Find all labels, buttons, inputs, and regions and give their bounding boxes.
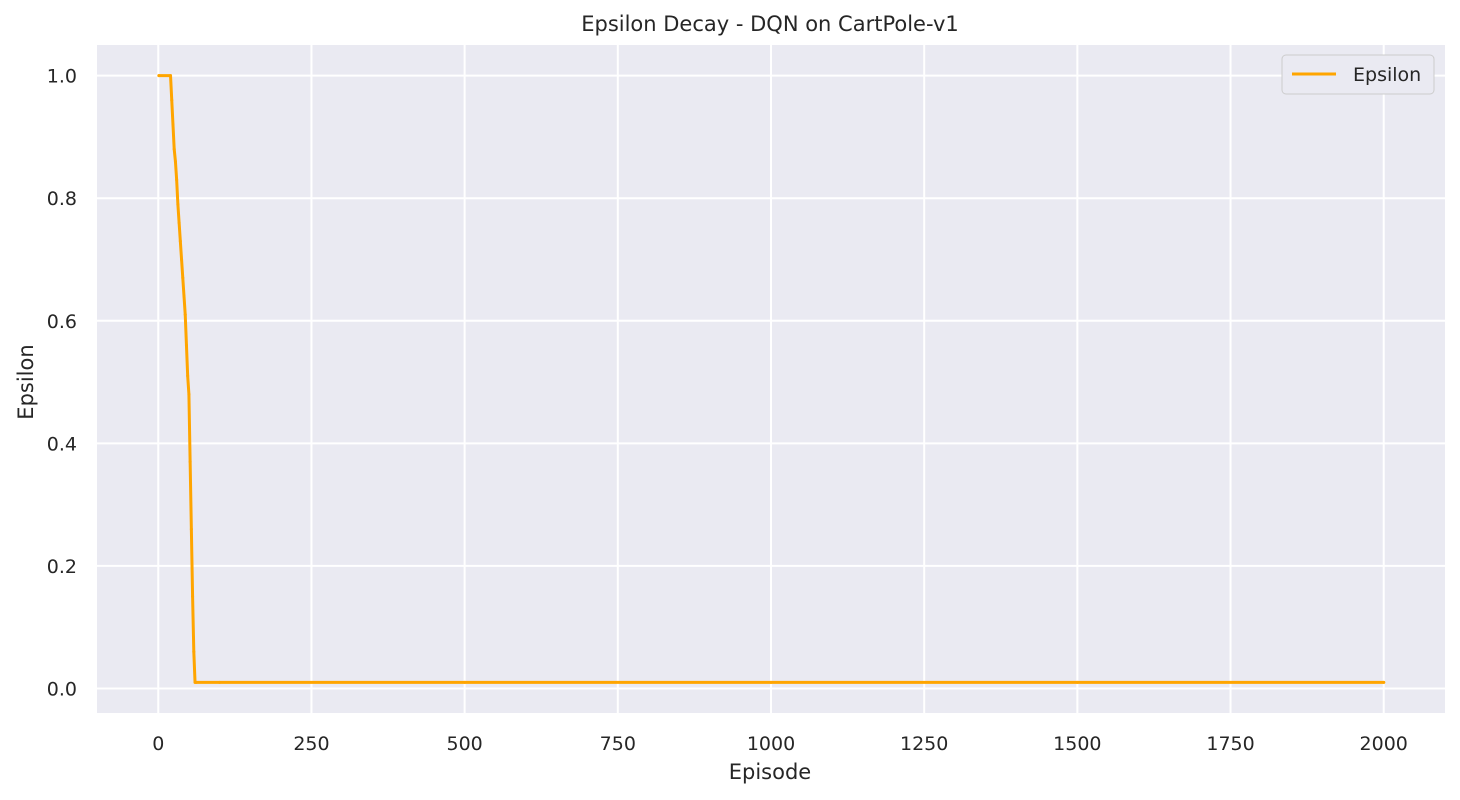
y-tick-label: 0.0 — [47, 678, 77, 700]
data-point-epsilon — [178, 239, 182, 243]
legend: Epsilon — [1281, 54, 1435, 95]
data-point-epsilon — [191, 595, 195, 599]
data-point-epsilon — [186, 374, 190, 378]
x-tick-label: 750 — [600, 733, 636, 755]
data-point-epsilon — [769, 680, 773, 684]
y-axis-label: Epsilon — [14, 344, 38, 419]
data-point-epsilon — [157, 74, 161, 78]
data-point-epsilon — [188, 460, 192, 464]
y-tick-label: 0.6 — [47, 311, 77, 333]
data-point-epsilon — [1075, 680, 1079, 684]
legend-label-epsilon: Epsilon — [1353, 64, 1421, 86]
legend-box — [1281, 54, 1435, 95]
data-point-epsilon — [171, 123, 175, 127]
data-point-epsilon — [463, 680, 467, 684]
data-point-epsilon — [183, 313, 187, 317]
data-point-epsilon — [176, 202, 180, 206]
x-axis-label: Episode — [729, 760, 811, 784]
data-point-epsilon — [182, 294, 186, 298]
data-point-epsilon — [170, 98, 174, 102]
x-tick-label: 0 — [152, 733, 164, 755]
data-point-epsilon — [218, 680, 222, 684]
data-point-epsilon — [173, 159, 177, 163]
x-tick-label: 1000 — [747, 733, 795, 755]
data-point-epsilon — [172, 147, 176, 151]
data-point-epsilon — [181, 276, 185, 280]
data-point-epsilon — [192, 650, 196, 654]
x-tick-label: 500 — [447, 733, 483, 755]
data-point-epsilon — [175, 178, 179, 182]
series-layer — [157, 74, 1386, 684]
y-tick-label: 1.0 — [47, 66, 77, 88]
y-tick-label: 0.8 — [47, 188, 77, 210]
x-tick-label: 250 — [293, 733, 329, 755]
data-point-epsilon — [169, 74, 173, 78]
data-point-epsilon — [1382, 680, 1386, 684]
x-tick-label: 1500 — [1053, 733, 1101, 755]
series-line-epsilon — [157, 74, 1386, 684]
x-tick-label: 1750 — [1206, 733, 1254, 755]
data-point-epsilon — [184, 343, 188, 347]
data-point-epsilon — [180, 257, 184, 261]
chart-title: Epsilon Decay - DQN on CartPole-v1 — [581, 12, 959, 36]
data-point-epsilon — [189, 527, 193, 531]
y-tick-label: 0.2 — [47, 556, 77, 578]
data-point-epsilon — [177, 221, 181, 225]
x-tick-label: 2000 — [1360, 733, 1408, 755]
y-tick-label: 0.4 — [47, 433, 77, 455]
data-point-epsilon — [194, 680, 198, 684]
x-tick-label: 1250 — [900, 733, 948, 755]
grid-lines — [97, 45, 1445, 713]
data-point-epsilon — [187, 392, 191, 396]
tick-labels: 0 250 500 750 1000 1250 1500 1750 2000 0.0 0.2 0.4 0… — [47, 66, 1408, 755]
